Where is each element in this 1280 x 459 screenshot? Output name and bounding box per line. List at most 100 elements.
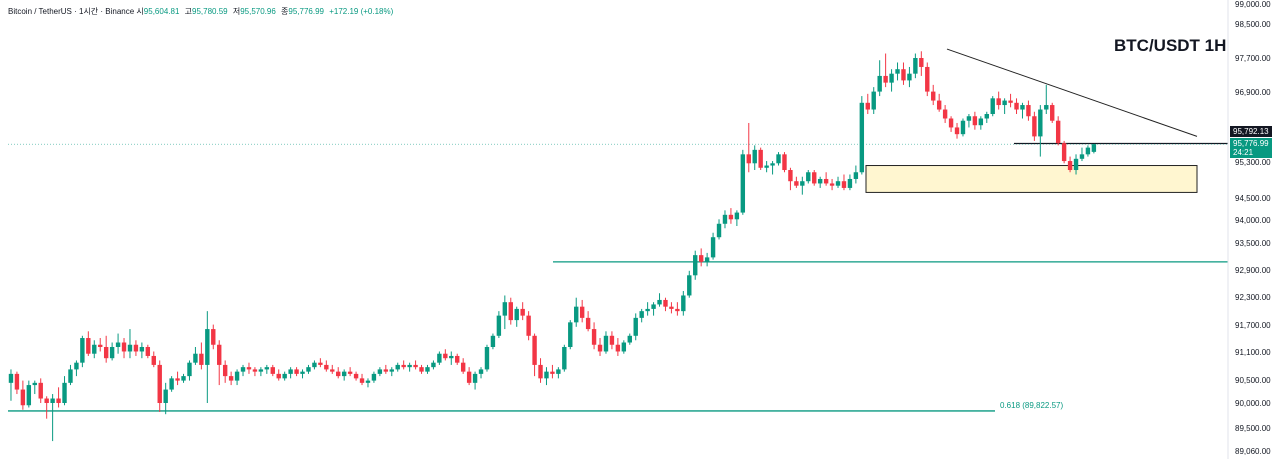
- high-label: 고: [184, 7, 192, 16]
- candle-body: [550, 371, 555, 374]
- support-zone: [865, 165, 1198, 193]
- price-tick-label: 90,500.00: [1235, 376, 1271, 385]
- support-zone-layer: [865, 165, 1198, 193]
- candle-body: [222, 364, 228, 377]
- candle-body: [990, 98, 995, 115]
- price-tick-label: 96,900.00: [1235, 88, 1271, 97]
- symbol-info-bar: Bitcoin / TetherUS · 1시간 · Binance 시95,6…: [8, 6, 396, 17]
- candle-body: [585, 317, 591, 330]
- candle-body: [460, 362, 466, 372]
- candle-body: [597, 344, 603, 352]
- candle-body: [1044, 105, 1049, 110]
- descending-trendline: [946, 48, 1198, 137]
- price-tick-label: 90,000.00: [1235, 399, 1271, 408]
- candle-body: [1032, 116, 1037, 137]
- candle-body: [615, 344, 621, 352]
- candle-body: [633, 317, 638, 336]
- candle-body: [121, 342, 127, 352]
- candle-body: [347, 371, 353, 374]
- candle-body: [32, 382, 37, 386]
- price-tick-label: 97,700.00: [1235, 54, 1271, 63]
- price-tick-label: 92,300.00: [1235, 293, 1271, 302]
- candle-body: [984, 114, 989, 119]
- candle-body: [770, 163, 775, 166]
- candle-body: [841, 181, 847, 188]
- candle-body: [687, 275, 692, 296]
- candle-body: [419, 367, 424, 372]
- candle-body: [693, 255, 698, 276]
- candle-body: [859, 102, 865, 173]
- candle-body: [151, 355, 156, 365]
- candle-body: [782, 154, 787, 171]
- candle-body: [80, 338, 85, 363]
- candle-body: [157, 364, 162, 403]
- candle-body: [877, 75, 882, 92]
- candle-body: [44, 398, 49, 403]
- candle-body: [639, 311, 644, 318]
- candle-body: [1050, 105, 1055, 121]
- candle-body: [181, 376, 186, 381]
- candle-body: [300, 371, 305, 374]
- candle-body: [371, 373, 377, 381]
- candle-body: [466, 371, 472, 383]
- candle-body: [669, 306, 674, 309]
- low-value: 95,570.96: [240, 7, 276, 16]
- candle-body: [800, 181, 805, 186]
- current-price-label: 95,776.99 24:21: [1230, 138, 1272, 158]
- candle-body: [716, 223, 722, 238]
- candle-body: [14, 373, 20, 390]
- candle-body: [847, 178, 853, 188]
- candle-body: [574, 306, 579, 323]
- high-value: 95,780.59: [192, 7, 228, 16]
- candle-body: [484, 346, 490, 370]
- candle-body: [883, 75, 888, 83]
- price-tick-label: 92,900.00: [1235, 266, 1271, 275]
- candle-body: [455, 355, 460, 363]
- candle-body: [478, 369, 484, 374]
- candle-body: [270, 367, 275, 374]
- close-value: 95,776.99: [288, 7, 324, 16]
- candle-body: [234, 371, 240, 381]
- candle-body: [86, 338, 91, 354]
- candle-body: [1073, 158, 1079, 171]
- price-tick-label: 89,500.00: [1235, 424, 1271, 433]
- candle-body: [913, 58, 918, 74]
- candle-body: [252, 369, 258, 372]
- candle-body: [449, 355, 454, 359]
- candle-body: [217, 344, 222, 365]
- candle-body: [282, 373, 287, 379]
- candle-body: [187, 362, 192, 377]
- candle-body: [431, 362, 436, 368]
- candle-body: [1038, 109, 1043, 137]
- candle-body: [901, 69, 906, 81]
- candle-body: [972, 116, 978, 126]
- candle-body: [1020, 105, 1025, 110]
- candle-body: [98, 344, 103, 347]
- candle-body: [318, 362, 323, 365]
- candle-body: [395, 364, 400, 370]
- candle-body: [722, 214, 728, 224]
- candle-body: [645, 308, 650, 312]
- candle-body: [835, 181, 841, 186]
- candle-body: [502, 302, 508, 316]
- candle-body: [163, 389, 168, 403]
- candle-body: [145, 346, 151, 356]
- candle-body: [1055, 120, 1061, 144]
- candle-body: [288, 369, 293, 374]
- candle-body: [377, 369, 383, 374]
- close-label: 종: [281, 7, 289, 16]
- candle-body: [788, 170, 793, 182]
- candle-body: [871, 91, 876, 110]
- candle-body: [532, 335, 537, 365]
- countdown-timer: 24:21: [1233, 148, 1254, 157]
- candle-body: [812, 172, 817, 184]
- candle-body: [336, 371, 341, 377]
- candle-body: [829, 183, 835, 186]
- price-tick-label: 94,500.00: [1235, 194, 1271, 203]
- candle-body: [389, 369, 394, 372]
- candle-body: [50, 398, 55, 403]
- candle-body: [1085, 147, 1091, 155]
- candle-body: [74, 362, 79, 370]
- low-label: 저: [232, 7, 241, 16]
- candle-body: [92, 344, 97, 354]
